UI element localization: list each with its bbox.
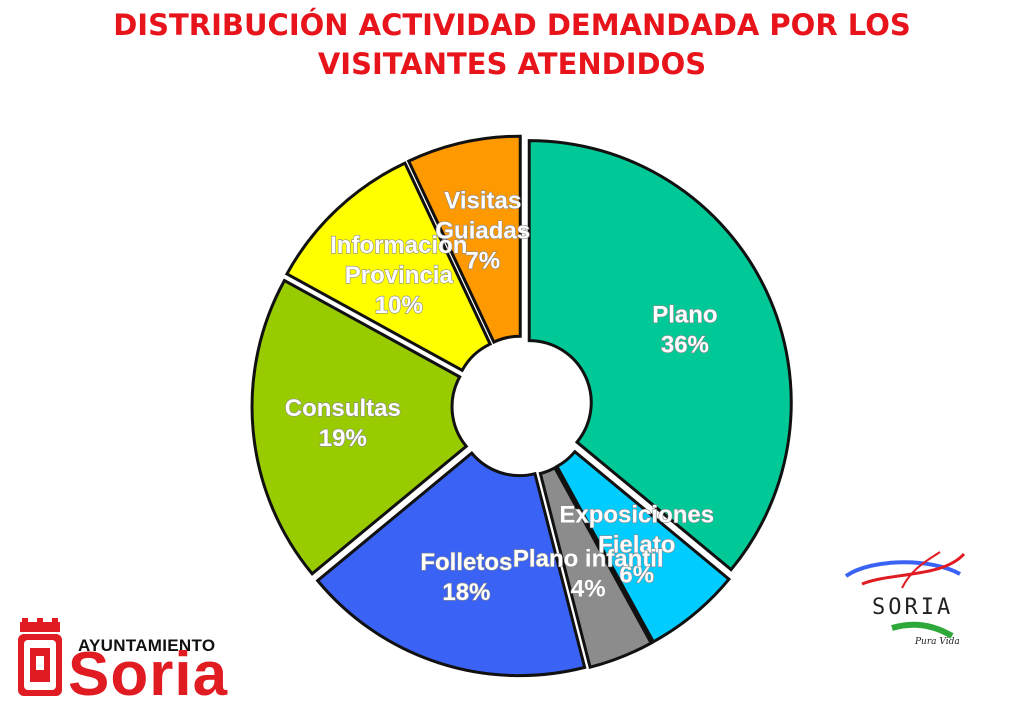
soria-brand-tagline: Pura Vida — [915, 637, 960, 647]
chart-title-line-1: DISTRIBUCIÓN ACTIVIDAD DEMANDADA POR LOS — [113, 8, 911, 42]
slice-label-plano-infantil: Plano infantil 4% — [513, 545, 664, 602]
slice-label-informaci-n-provincia: Información Provincia 10% — [330, 232, 467, 319]
slice-label-consultas: Consultas 19% — [285, 395, 401, 452]
chart-title: DISTRIBUCIÓN ACTIVIDAD DEMANDADA POR LOS… — [0, 6, 1024, 84]
slice-plano — [527, 139, 793, 572]
slice-labels: Plano 36% Exposiciones Fielato 6%Plano infan… — [284, 187, 718, 607]
slice-label-plano: Plano 36% — [652, 301, 717, 358]
donut-slices — [250, 134, 793, 678]
soria-brand-name: SORIA — [872, 595, 954, 620]
slice-plano-infantil — [538, 465, 654, 670]
soria-wordmark: Soria — [68, 640, 229, 709]
slice-consultas — [250, 278, 469, 576]
soria-pura-vida-logo — [844, 551, 966, 639]
slice-visitas-guiadas — [406, 134, 522, 345]
ayuntamiento-crest-logo — [18, 618, 62, 696]
slice-label-visitas-guiadas: Visitas Guiadas 7% — [435, 187, 530, 274]
slice-informaci-n-provincia — [284, 161, 493, 373]
chart-title-line-2: VISITANTES ATENDIDOS — [317, 47, 707, 81]
slice-label-folletos: Folletos 18% — [420, 549, 512, 606]
slice-label-exposiciones-fielato: Exposiciones Fielato 6% — [559, 502, 714, 589]
slice-exposiciones-fielato — [554, 449, 732, 644]
ayuntamiento-label: AYUNTAMIENTO — [78, 636, 216, 655]
slice-folletos — [315, 451, 587, 678]
